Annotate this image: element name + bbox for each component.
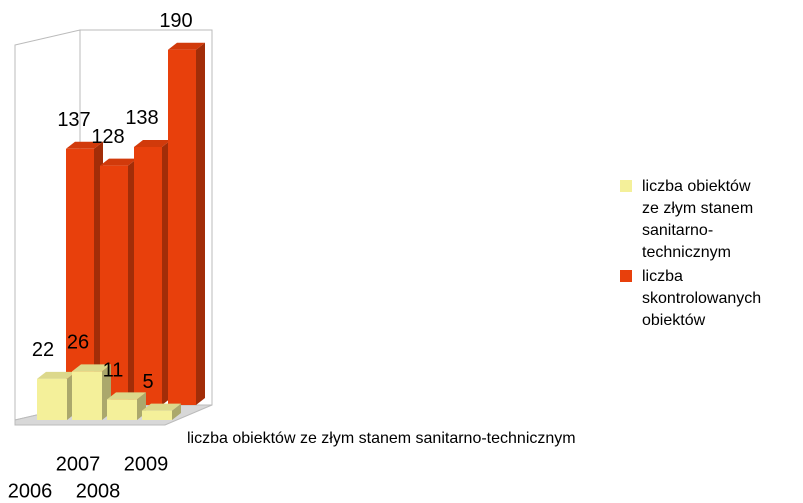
bar bbox=[134, 146, 162, 405]
bar-top bbox=[100, 158, 137, 166]
x-tick-label: 2008 bbox=[76, 480, 121, 502]
value-label: 11 bbox=[103, 360, 124, 382]
bar-top bbox=[66, 141, 103, 149]
bar bbox=[72, 371, 102, 420]
x-tick-label: 2009 bbox=[124, 453, 169, 475]
value-label: 190 bbox=[159, 10, 192, 32]
bar-side bbox=[196, 42, 205, 405]
bar-top bbox=[142, 403, 181, 411]
value-label: 138 bbox=[125, 107, 158, 129]
legend-item: liczba obiektów ze złym stanem sanitarno… bbox=[620, 176, 770, 264]
value-label: 5 bbox=[142, 371, 153, 393]
bar-top bbox=[134, 139, 171, 147]
bar bbox=[107, 399, 137, 420]
value-label: 137 bbox=[57, 109, 90, 131]
depth-axis-label: liczba obiektów ze złym stanem sanitarno… bbox=[187, 430, 576, 447]
x-tick-label: 2007 bbox=[56, 453, 101, 475]
bar bbox=[142, 410, 172, 420]
bar-top bbox=[37, 371, 76, 379]
legend-swatch bbox=[620, 180, 632, 192]
legend-label: liczba obiektów ze złym stanem sanitarno… bbox=[642, 178, 754, 261]
value-label: 22 bbox=[32, 339, 54, 361]
bar-side bbox=[172, 403, 181, 420]
legend-label: liczba skontrolowanych obiektów bbox=[642, 268, 762, 329]
legend-swatch bbox=[620, 270, 632, 282]
bar bbox=[66, 148, 94, 405]
bar-top bbox=[107, 392, 146, 400]
bar bbox=[37, 378, 67, 420]
bar bbox=[168, 49, 196, 405]
bar-top bbox=[72, 364, 111, 372]
x-tick-label: 2006 bbox=[8, 480, 53, 502]
value-label: 26 bbox=[67, 332, 89, 354]
bar-top bbox=[168, 42, 205, 50]
value-label: 128 bbox=[91, 126, 124, 148]
legend: liczba obiektów ze złym stanem sanitarno… bbox=[620, 176, 770, 334]
legend-item: liczba skontrolowanych obiektów bbox=[620, 266, 770, 332]
